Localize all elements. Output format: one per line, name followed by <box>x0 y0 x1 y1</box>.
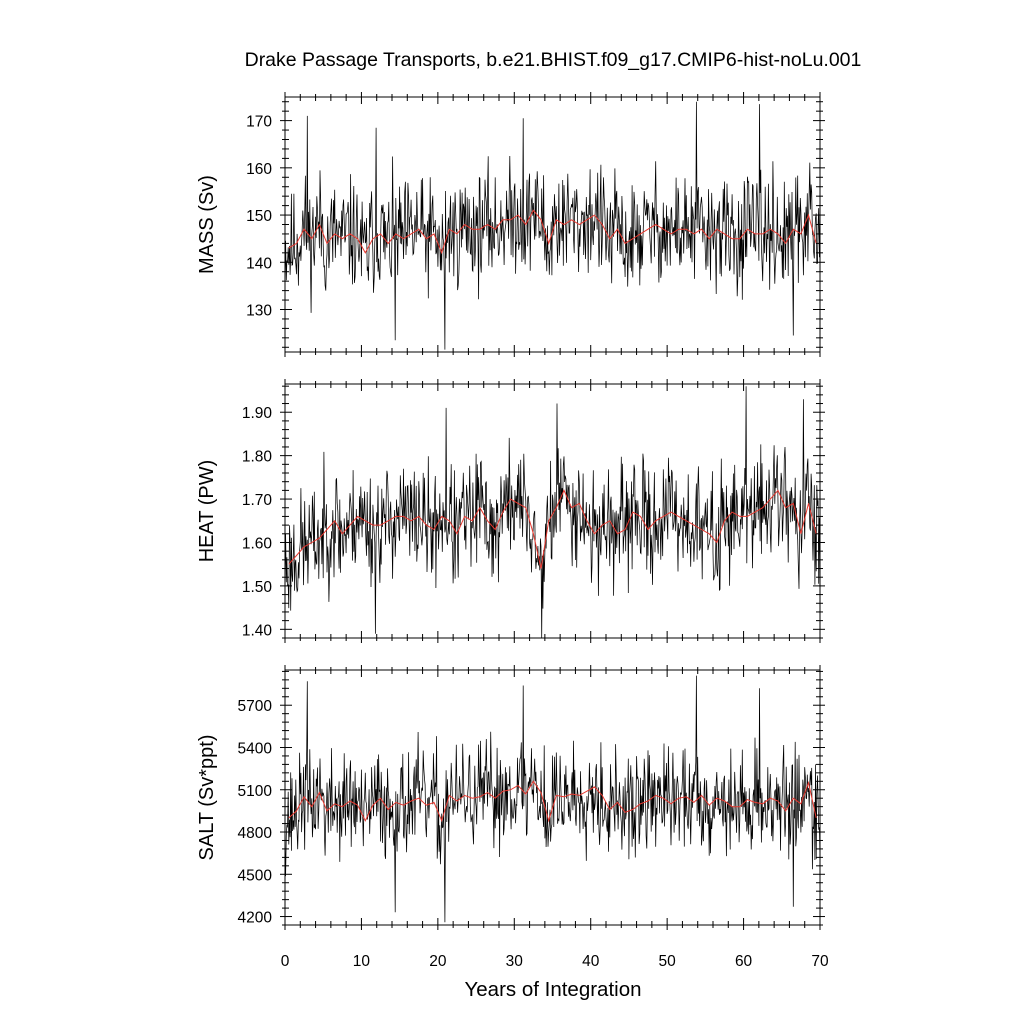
heat-monthly-series <box>285 386 820 638</box>
heat-y-axis-label: HEAT (PW) <box>196 460 218 563</box>
plot-frame <box>284 669 821 926</box>
mass-y-tick-label: 130 <box>246 303 272 320</box>
mass-monthly-series <box>285 101 820 350</box>
salt-y-tick-label: 5400 <box>238 740 273 757</box>
x-tick-label: 0 <box>281 953 290 970</box>
x-axis-label: Years of Integration <box>464 978 641 1001</box>
mass-y-tick-label: 140 <box>246 255 272 272</box>
salt-monthly-series <box>285 675 820 923</box>
x-tick-label: 30 <box>506 953 524 970</box>
x-tick-labels: 0 10 20 30 40 50 60 70 <box>281 953 829 970</box>
x-tick-label: 20 <box>429 953 447 970</box>
panel-mass: 130 140 150 160 170 MASS (Sv) <box>196 92 825 357</box>
heat-y-tick-label: 1.40 <box>242 622 273 639</box>
chart-title: Drake Passage Transports, b.e21.BHIST.f0… <box>245 49 862 71</box>
x-tick-label: 50 <box>659 953 677 970</box>
heat-annual-series <box>288 489 817 569</box>
salt-y-tick-label: 5700 <box>238 698 273 715</box>
mass-y-tick-label: 170 <box>246 114 272 131</box>
x-tick-label: 70 <box>811 953 829 970</box>
x-tick-label: 40 <box>582 953 600 970</box>
mass-y-tick-label: 150 <box>246 208 272 225</box>
mass-y-tick-label: 160 <box>246 161 272 178</box>
heat-y-tick-label: 1.60 <box>242 535 273 552</box>
x-tick-label: 10 <box>353 953 371 970</box>
salt-y-tick-label: 4500 <box>238 867 273 884</box>
heat-y-tick-label: 1.50 <box>242 579 273 596</box>
x-tick-label: 60 <box>735 953 753 970</box>
salt-y-tick-label: 4800 <box>238 825 273 842</box>
mass-y-axis-label: MASS (Sv) <box>196 175 218 274</box>
mass-annual-series <box>288 209 817 255</box>
salt-annual-series <box>288 780 817 823</box>
salt-y-tick-label: 4200 <box>238 910 273 927</box>
salt-y-axis-label: SALT (Sv*ppt) <box>196 735 218 861</box>
heat-y-tick-label: 1.70 <box>242 492 273 509</box>
plot-frame <box>284 383 821 639</box>
heat-y-tick-label: 1.80 <box>242 449 273 466</box>
salt-y-tick-label: 5100 <box>238 783 273 800</box>
panel-heat: 1.40 1.50 1.60 1.70 1.80 1.90 HEAT (PW) <box>196 379 825 643</box>
heat-y-tick-label: 1.90 <box>242 405 273 422</box>
panel-salt: 4200 4500 4800 5100 5400 5700 SALT (Sv*ppt) <box>196 665 825 930</box>
